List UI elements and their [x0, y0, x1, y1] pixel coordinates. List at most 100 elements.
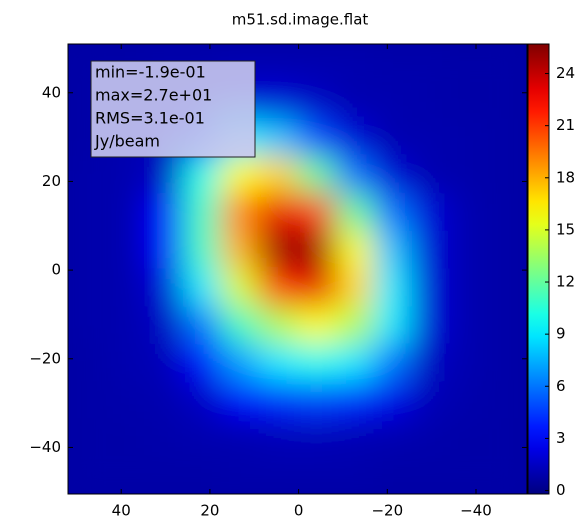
heat-cell	[450, 269, 489, 308]
heat-cell	[297, 456, 336, 495]
heat-cell	[374, 156, 413, 194]
heat-cell	[258, 269, 298, 308]
heat-cell	[488, 343, 527, 382]
heat-cell	[488, 231, 527, 270]
heat-cell	[374, 231, 413, 270]
heat-cell	[221, 306, 260, 344]
heat-cell	[411, 343, 451, 382]
colorbar-tick-label: 6	[556, 377, 566, 395]
heat-cell	[374, 306, 413, 344]
heat-cell	[450, 156, 489, 194]
colorbar-tick-label: 9	[556, 325, 566, 343]
heat-cell	[258, 193, 298, 232]
heat-cell	[297, 269, 336, 308]
heat-cell	[374, 81, 413, 119]
heat-cell	[182, 456, 221, 495]
heat-cell	[411, 381, 451, 419]
heat-cell	[374, 43, 413, 82]
heat-cell	[450, 193, 489, 232]
heat-cell	[258, 343, 298, 382]
heat-cell	[221, 193, 260, 232]
heat-cell	[144, 343, 183, 382]
x-tick-label: 0	[294, 502, 304, 520]
heat-cell	[297, 43, 336, 82]
heat-cell	[374, 118, 413, 157]
heat-cell	[297, 193, 336, 232]
heat-cell	[144, 269, 183, 308]
heat-cell	[221, 231, 260, 270]
heat-cell	[488, 306, 527, 344]
chart: m51.sd.image.flat 40200−20−4040200−20−40…	[0, 0, 585, 521]
heat-cell	[374, 193, 413, 232]
heat-cell	[221, 456, 260, 495]
heat-cell	[450, 43, 489, 82]
heat-cell	[488, 269, 527, 308]
heat-cell	[68, 193, 107, 232]
x-tick-label: −20	[371, 502, 403, 520]
heat-cell	[411, 456, 451, 495]
colorbar-tick-label: 3	[556, 429, 566, 447]
annotation-line: Jy/beam	[94, 132, 160, 151]
heat-cell	[297, 343, 336, 382]
heat-cell	[297, 381, 336, 419]
heat-cell	[105, 156, 145, 194]
heat-cell	[182, 269, 221, 308]
heat-cell	[182, 306, 221, 344]
heat-cell	[68, 269, 107, 308]
heat-cell	[488, 193, 527, 232]
heat-cell	[105, 231, 145, 270]
heat-cell	[374, 381, 413, 419]
heat-cell	[450, 418, 489, 457]
heat-cell	[258, 418, 298, 457]
heat-cell	[297, 306, 336, 344]
colorbar-tick-label: 21	[556, 116, 575, 134]
heat-cell	[68, 231, 107, 270]
heat-cell	[411, 118, 451, 157]
heat-cell	[105, 306, 145, 344]
heat-cell	[450, 306, 489, 344]
chart-title: m51.sd.image.flat	[232, 11, 369, 29]
heat-cell	[68, 456, 107, 495]
heat-cell	[335, 418, 374, 457]
heat-cell	[105, 456, 145, 495]
heat-cell	[221, 269, 260, 308]
heat-cell	[144, 306, 183, 344]
heat-cell	[68, 418, 107, 457]
heat-cell	[488, 43, 527, 82]
heat-cell	[258, 118, 298, 157]
heat-cell	[450, 456, 489, 495]
x-tick-label: 40	[112, 502, 131, 520]
colorbar	[528, 44, 549, 494]
x-tick-label: 20	[200, 502, 219, 520]
heat-cell	[182, 343, 221, 382]
heat-cell	[374, 343, 413, 382]
heat-cell	[411, 156, 451, 194]
heat-cell	[488, 418, 527, 457]
heat-cell	[144, 193, 183, 232]
heat-cell	[297, 231, 336, 270]
heat-cell	[105, 418, 145, 457]
heat-cell	[105, 343, 145, 382]
heat-cell	[68, 343, 107, 382]
heat-cell	[182, 418, 221, 457]
heat-cell	[411, 193, 451, 232]
heat-cell	[297, 81, 336, 119]
heat-cell	[105, 193, 145, 232]
heat-cell	[335, 81, 374, 119]
heat-cell	[335, 193, 374, 232]
colorbar-tick-label: 24	[556, 64, 575, 82]
heat-cell	[258, 306, 298, 344]
heat-cell	[335, 43, 374, 82]
heat-cell	[450, 381, 489, 419]
heat-cell	[488, 118, 527, 157]
heat-cell	[488, 156, 527, 194]
heat-cell	[258, 456, 298, 495]
heat-cell	[258, 81, 298, 119]
heat-cell	[450, 343, 489, 382]
heat-cell	[450, 118, 489, 157]
heat-cell	[411, 43, 451, 82]
heat-cell	[68, 306, 107, 344]
heat-cell	[105, 269, 145, 308]
heat-cell	[450, 231, 489, 270]
heat-cell	[411, 269, 451, 308]
